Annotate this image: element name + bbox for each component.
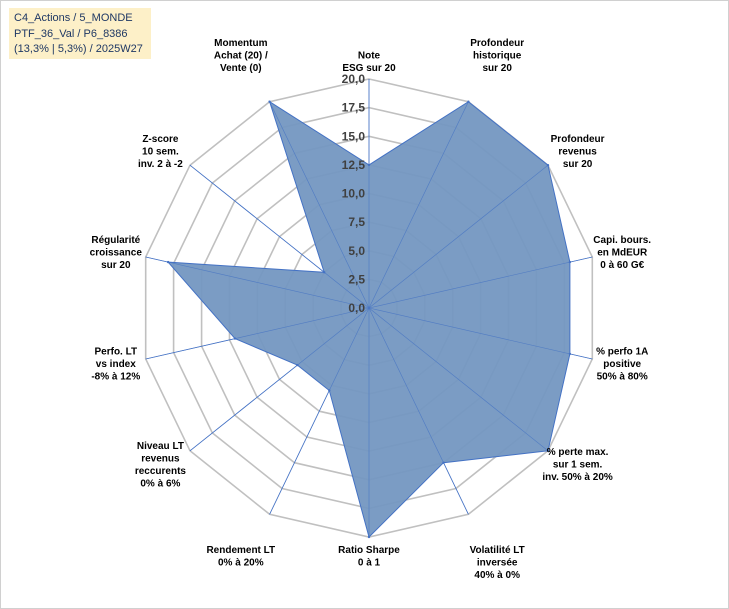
category-label-13-line-0: Momentum (214, 38, 267, 49)
axis-spoke-overlay-9 (189, 307, 370, 452)
category-label-8-line-1: 0% à 20% (218, 558, 264, 569)
info-line-2: PTF_36_Val / P6_8386 (14, 27, 128, 40)
category-label-5-line-0: % perte max. (547, 447, 609, 458)
category-label-2-line-0: Profondeur (551, 134, 605, 145)
category-label-1-line-1: historique (473, 51, 522, 62)
category-label-4-line-1: positive (603, 359, 641, 370)
category-label-9: Niveau LT revenus reccurents 0% à 6% (135, 441, 187, 490)
category-label-3-line-2: 0 à 60 G€ (600, 260, 644, 271)
tick-label-8: 20,0 (342, 72, 366, 86)
category-label-6-line-2: 40% à 0% (474, 570, 520, 581)
category-label-13-line-1: Achat (20) / (214, 51, 268, 62)
axis-spoke-overlay-11 (145, 256, 370, 309)
category-label-1-line-0: Profondeur (470, 38, 524, 49)
series-point-13 (268, 100, 271, 103)
portfolio-info-box: C4_Actions / 5_MONDE PTF_36_Val / P6_838… (9, 8, 151, 59)
category-label-0-line-1: ESG sur 20 (342, 63, 396, 74)
category-label-10-line-2: -8% à 12% (91, 372, 140, 383)
category-label-0-line-0: Note (358, 51, 381, 62)
category-label-11-line-1: croissance (90, 247, 143, 258)
axis-spoke-overlay-10 (145, 307, 370, 360)
category-label-11-line-0: Régularité (91, 235, 140, 246)
category-label-12-line-1: 10 sem. (142, 147, 179, 158)
category-label-4: % perfo 1A positive 50% à 80% (596, 347, 648, 383)
category-label-3-line-1: en MdEUR (597, 247, 648, 258)
tick-label-0: 0,0 (348, 301, 365, 315)
category-label-9-line-1: revenus (141, 453, 180, 464)
tick-label-1: 2,5 (348, 272, 365, 286)
axis-spoke-overlay-4 (368, 307, 593, 360)
category-label-10-line-1: vs index (96, 359, 136, 370)
category-label-5: % perte max. sur 1 sem. inv. 50% à 20% (542, 447, 613, 483)
info-line-1: C4_Actions / 5_MONDE (14, 12, 133, 24)
category-label-8: Rendement LT 0% à 20% (206, 545, 275, 569)
tick-label-7: 17,5 (342, 101, 366, 115)
category-label-7: Ratio Sharpe 0 à 1 (338, 545, 400, 569)
axis-spoke-overlay-3 (368, 256, 593, 309)
category-label-5-line-1: sur 1 sem. (553, 460, 603, 471)
category-label-12-line-2: inv. 2 à -2 (138, 159, 183, 170)
category-label-1-line-2: sur 20 (482, 63, 512, 74)
axis-spoke-overlay-6 (368, 307, 469, 515)
category-label-6-line-0: Volatilité LT (470, 545, 525, 556)
axis-spoke-overlay-12 (189, 164, 370, 309)
tick-label-6: 15,0 (342, 129, 366, 143)
category-label-13: Momentum Achat (20) / Vente (0) (214, 38, 268, 74)
category-label-3: Capi. bours. en MdEUR 0 à 60 G€ (593, 235, 651, 271)
axis-spoke-overlay-8 (269, 307, 370, 515)
info-line-3: (13,3% | 5,3%) / 2025W27 (14, 43, 143, 55)
tick-label-5: 12,5 (342, 158, 366, 172)
category-label-1: Profondeur historique sur 20 (470, 38, 524, 74)
category-label-12: Z-score 10 sem. inv. 2 à -2 (138, 134, 183, 170)
category-label-11: Régularité croissance sur 20 (90, 235, 143, 271)
category-label-13-line-2: Vente (0) (220, 63, 262, 74)
category-label-7-line-1: 0 à 1 (358, 558, 381, 569)
category-label-9-line-2: reccurents (135, 466, 187, 477)
tick-label-2: 5,0 (348, 244, 365, 258)
axis-spoke-overlay-2 (368, 164, 549, 309)
category-label-2-line-1: revenus (558, 147, 597, 158)
category-label-10-line-0: Perfo. LT (95, 347, 138, 358)
axis-spoke-overlay-1 (368, 101, 469, 309)
category-label-5-line-2: inv. 50% à 20% (542, 472, 613, 483)
category-label-12-line-0: Z-score (142, 134, 179, 145)
category-label-9-line-3: 0% à 6% (140, 478, 180, 489)
tick-label-3: 7,5 (348, 215, 365, 229)
category-label-4-line-2: 50% à 80% (597, 372, 648, 383)
category-label-7-line-0: Ratio Sharpe (338, 545, 400, 556)
category-label-0: Note ESG sur 20 (342, 51, 396, 75)
category-label-3-line-0: Capi. bours. (593, 235, 651, 246)
category-label-8-line-0: Rendement LT (206, 545, 275, 556)
category-label-6: Volatilité LT inversée 40% à 0% (470, 545, 525, 581)
axis-spoke-overlay-5 (368, 307, 549, 452)
category-label-11-line-2: sur 20 (101, 260, 131, 271)
category-label-6-line-1: inversée (477, 558, 518, 569)
category-label-10: Perfo. LT vs index -8% à 12% (91, 347, 140, 383)
category-label-2-line-2: sur 20 (563, 159, 593, 170)
category-label-2: Profondeur revenus sur 20 (551, 134, 605, 170)
category-label-9-line-0: Niveau LT (137, 441, 184, 452)
axis-spoke-overlay-13 (269, 101, 370, 309)
category-label-4-line-0: % perfo 1A (596, 347, 648, 358)
tick-label-4: 10,0 (342, 187, 366, 201)
